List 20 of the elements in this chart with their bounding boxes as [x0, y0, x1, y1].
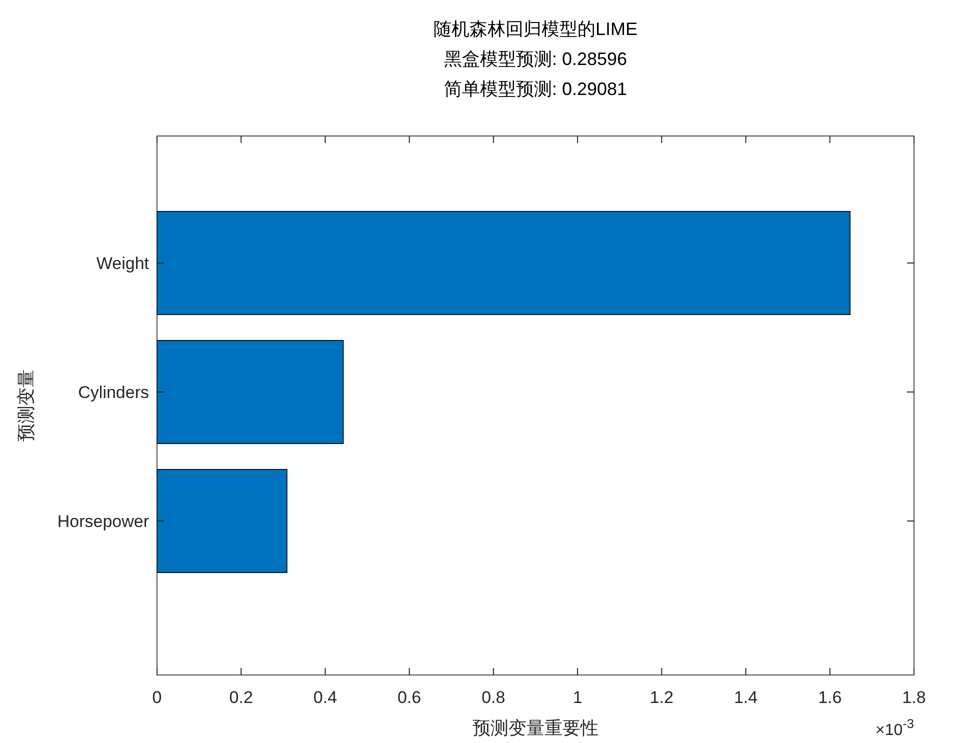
- x-axis-title: 预测变量重要性: [472, 718, 598, 739]
- y-axis-title: 预测变量: [16, 370, 37, 442]
- bar: [156, 340, 344, 444]
- x-tick-label: 1.8: [902, 688, 926, 707]
- x-tick-label: 0.4: [313, 688, 338, 707]
- x-tick-label: 1.6: [818, 688, 842, 707]
- bar: [156, 469, 288, 573]
- x-tick-label: 0: [152, 688, 162, 707]
- x-tick-label: 1.2: [650, 688, 674, 707]
- text: ×10$^{-3}$: [875, 716, 914, 739]
- x-tick-label: 1.4: [734, 688, 758, 707]
- x-tick-label: 0.6: [398, 688, 422, 707]
- x-tick-label: 1: [572, 688, 582, 707]
- y-tick-label: Horsepower: [57, 512, 150, 531]
- y-tick-label: Cylinders: [78, 383, 149, 402]
- chart-title: 随机森林回归模型的LIME 黑盒模型预测: 0.28596 简单模型预测: 0.29081: [433, 19, 638, 99]
- x-tick-label: 0.8: [482, 688, 506, 707]
- bar: [156, 211, 850, 315]
- y-tick-label: Weight: [96, 254, 150, 273]
- x-tick-label: 0.2: [229, 688, 253, 707]
